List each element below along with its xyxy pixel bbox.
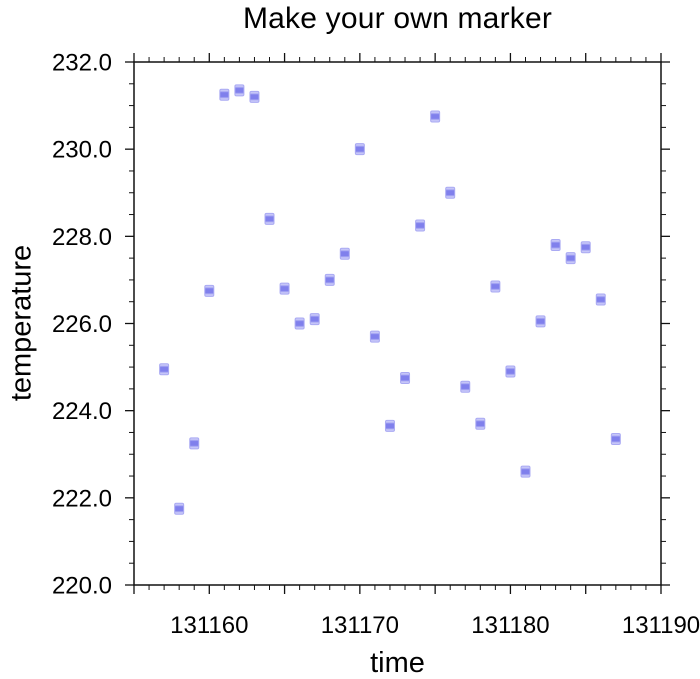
data-marker — [294, 317, 305, 330]
data-marker — [189, 437, 200, 450]
data-marker — [309, 313, 320, 326]
data-marker — [354, 143, 365, 156]
plot-frame — [133, 61, 662, 586]
data-marker — [475, 417, 486, 430]
x-axis-title: time — [370, 647, 425, 679]
data-marker — [430, 110, 441, 123]
x-tick-label: 131190 — [622, 612, 700, 639]
data-marker — [174, 502, 185, 515]
data-marker — [384, 419, 395, 432]
y-tick-label: 230.0 — [52, 137, 112, 164]
y-tick-label: 222.0 — [52, 485, 112, 512]
data-marker — [279, 282, 290, 295]
data-marker — [204, 284, 215, 297]
data-marker — [580, 241, 591, 254]
data-marker — [460, 380, 471, 393]
y-tick-label: 224.0 — [52, 398, 112, 425]
chart-title: Make your own marker — [242, 2, 553, 35]
data-marker — [610, 432, 621, 445]
y-tick-label: 220.0 — [52, 573, 112, 600]
x-tick-label: 131180 — [471, 612, 549, 639]
x-tick-label: 131160 — [170, 612, 248, 639]
data-marker — [490, 280, 501, 293]
y-tick-label: 226.0 — [52, 311, 112, 338]
data-marker — [595, 293, 606, 306]
y-tick-label: 232.0 — [52, 50, 112, 77]
data-marker — [369, 330, 380, 343]
data-marker — [219, 88, 230, 101]
data-marker — [550, 239, 561, 252]
data-marker — [339, 247, 350, 260]
data-marker — [159, 363, 170, 376]
data-marker — [505, 365, 516, 378]
data-marker — [400, 371, 411, 384]
data-marker — [249, 90, 260, 103]
data-marker — [520, 465, 531, 478]
data-marker — [565, 252, 576, 265]
data-marker — [324, 273, 335, 286]
data-marker — [535, 315, 546, 328]
data-marker — [234, 84, 245, 97]
data-marker — [415, 219, 426, 232]
data-marker — [264, 212, 275, 225]
data-marker — [445, 186, 456, 199]
y-tick-label: 228.0 — [52, 224, 112, 251]
x-tick-label: 131170 — [321, 612, 399, 639]
